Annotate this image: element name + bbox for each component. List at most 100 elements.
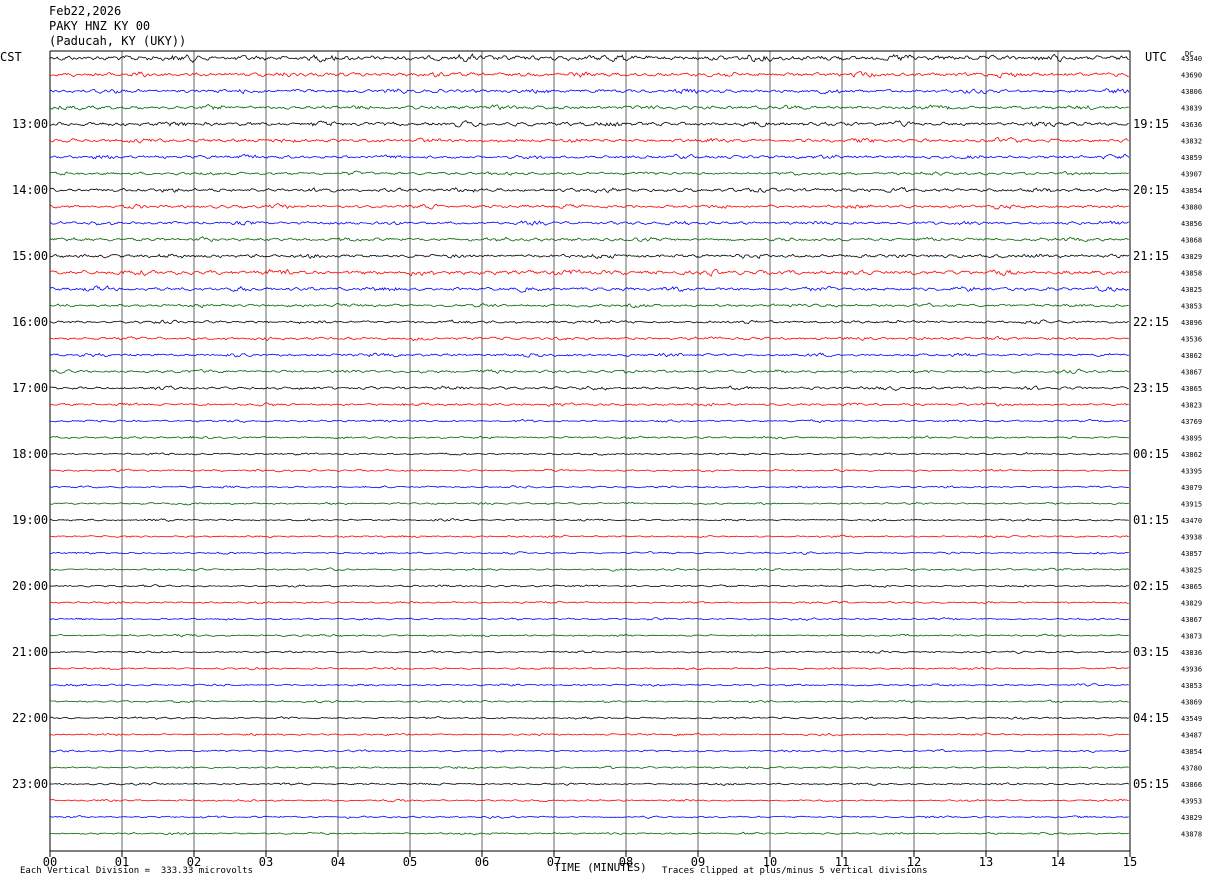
dc-offset-label: 43936: [1181, 666, 1202, 674]
seismogram-trace: [49, 170, 1129, 176]
seismogram-trace: [49, 815, 1129, 819]
dc-offset-label: 43865: [1181, 583, 1202, 591]
seismogram-trace: [49, 385, 1129, 391]
seismogram-trace: [49, 699, 1129, 704]
x-tick-label: 10: [763, 855, 777, 869]
dc-offset-label: 43867: [1181, 369, 1202, 377]
seismogram-trace: [49, 268, 1129, 277]
dc-offset-label: 43829: [1181, 814, 1202, 822]
trace-layer: [49, 53, 1130, 836]
seismogram-trace: [49, 683, 1129, 687]
seismogram-trace: [49, 253, 1130, 260]
hour-label-cst: 23:00: [12, 777, 48, 791]
hour-label-utc: 03:15: [1133, 645, 1169, 659]
dc-offset-label: 43690: [1181, 72, 1202, 80]
dc-offset-label: 43867: [1181, 616, 1202, 624]
clip-note: Traces clipped at plus/minus 5 vertical …: [662, 866, 928, 876]
dc-offset-label: 43907: [1181, 171, 1202, 179]
seismogram-trace: [49, 633, 1129, 638]
dc-offset-label: 43829: [1181, 253, 1202, 261]
x-tick-label: 15: [1123, 855, 1137, 869]
plot-date: Feb22,2026: [49, 4, 122, 18]
seismogram-trace: [49, 319, 1129, 325]
dc-offset-label: 43487: [1181, 732, 1202, 740]
x-tick-label: 03: [259, 855, 273, 869]
seismogram-trace: [49, 220, 1129, 226]
seismogram-trace: [49, 402, 1129, 407]
station-code: PAKY HNZ KY 00: [49, 19, 151, 33]
dc-offset-label: 43938: [1181, 534, 1202, 542]
hour-label-cst: 22:00: [12, 711, 48, 725]
dc-offset-label: 43829: [1181, 600, 1202, 608]
hour-label-utc: 23:15: [1133, 381, 1169, 395]
seismogram-trace: [49, 600, 1129, 605]
hour-label-cst: 19:00: [12, 513, 48, 527]
x-tick-label: 06: [475, 855, 489, 869]
seismogram-trace: [49, 567, 1130, 572]
dc-offset-label: 43896: [1181, 319, 1202, 327]
dc-offset-label: 43854: [1181, 187, 1202, 195]
scale-note: Each Vertical Division = 333.33 microvol…: [20, 866, 253, 876]
seismogram-trace: [50, 534, 1129, 539]
seismogram-trace: [49, 831, 1129, 836]
hour-label-cst: 21:00: [12, 645, 48, 659]
dc-offset-label: 43915: [1181, 501, 1202, 509]
dc-offset-label: 43858: [1181, 270, 1202, 278]
dc-offset-label: 43868: [1181, 237, 1202, 245]
dc-offset-label: 43869: [1181, 699, 1202, 707]
x-tick-label: 05: [403, 855, 417, 869]
dc-offset-label: 43857: [1181, 550, 1202, 558]
station-location: (Paducah, KY (UKY)): [49, 34, 187, 48]
x-tick-label: 12: [907, 855, 921, 869]
seismogram-trace: [49, 186, 1130, 194]
hour-label-cst: 15:00: [12, 249, 48, 263]
dc-offset-label: 43823: [1181, 402, 1202, 410]
dc-offset-label: 43825: [1181, 567, 1202, 575]
seismogram-trace: [49, 666, 1129, 671]
seismogram-trace: [49, 732, 1129, 737]
dc-offset-label: 43866: [1181, 781, 1202, 789]
dc-offset-label: 43854: [1181, 748, 1202, 756]
x-tick-label: 04: [331, 855, 345, 869]
left-timezone-label: CST: [0, 50, 22, 64]
seismogram-trace: [49, 104, 1129, 111]
dc-offset-label: 43769: [1181, 418, 1202, 426]
seismogram-trace: [49, 782, 1130, 786]
seismogram-trace: [49, 435, 1129, 440]
dc-offset-label: 43636: [1181, 121, 1202, 129]
seismogram-trace: [49, 748, 1129, 753]
seismogram-trace: [49, 120, 1129, 128]
hour-label-utc: 19:15: [1133, 117, 1169, 131]
x-axis-title: TIME (MINUTES): [554, 861, 647, 874]
hour-label-cst: 13:00: [12, 117, 48, 131]
seismogram-trace: [49, 650, 1129, 654]
seismogram-trace: [49, 518, 1129, 522]
hour-label-utc: 00:15: [1133, 447, 1169, 461]
dc-offset-label: 43873: [1181, 633, 1202, 641]
label-layer: 00 01 02 03 04 05 06 07 08 09 10 11 12 13 14 15 43340 436…: [12, 55, 1202, 869]
dc-column-label: DC: [1185, 50, 1194, 58]
dc-offset-label: 43470: [1181, 517, 1202, 525]
hour-label-utc: 02:15: [1133, 579, 1169, 593]
dc-offset-label: 43395: [1181, 468, 1202, 476]
seismogram-trace: [49, 617, 1129, 621]
dc-offset-label: 43832: [1181, 138, 1202, 146]
dc-offset-label: 43853: [1181, 303, 1202, 311]
hour-label-utc: 05:15: [1133, 777, 1169, 791]
hour-label-cst: 14:00: [12, 183, 48, 197]
x-tick-label: 14: [1051, 855, 1065, 869]
x-tick-label: 11: [835, 855, 849, 869]
dc-offset-label: 43895: [1181, 435, 1202, 443]
hour-label-utc: 01:15: [1133, 513, 1169, 527]
dc-offset-label: 43780: [1181, 765, 1202, 773]
seismogram-trace: [49, 136, 1129, 144]
seismogram-trace: [49, 153, 1130, 160]
dc-offset-label: 43825: [1181, 286, 1202, 294]
x-tick-label: 00: [43, 855, 57, 869]
seismogram-trace: [49, 88, 1130, 95]
seismogram-trace: [49, 551, 1129, 555]
seismogram-trace: [49, 485, 1129, 489]
seismogram-trace: [49, 798, 1129, 803]
x-tick-label: 09: [691, 855, 705, 869]
